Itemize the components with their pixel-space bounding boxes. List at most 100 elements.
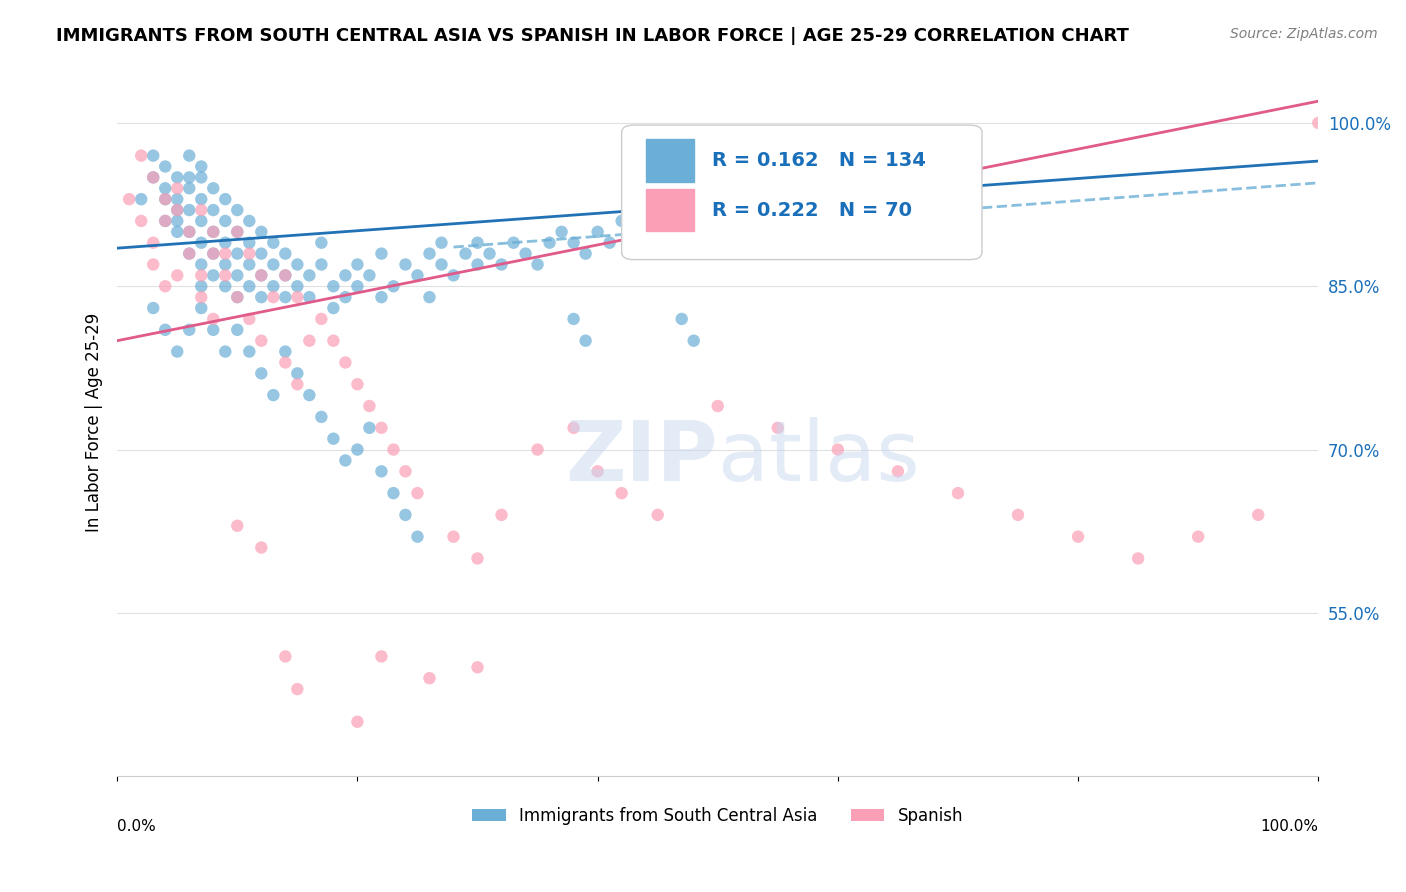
Immigrants from South Central Asia [250, 225, 273, 239]
Immigrants from South Central Asia [238, 344, 260, 359]
Spanish [526, 442, 548, 457]
Immigrants from South Central Asia [250, 290, 273, 304]
Spanish [443, 530, 465, 544]
Spanish [262, 290, 284, 304]
Immigrants from South Central Asia [382, 486, 405, 500]
Spanish [346, 714, 368, 729]
Spanish [274, 268, 297, 283]
Spanish [274, 355, 297, 369]
Immigrants from South Central Asia [526, 258, 548, 272]
Immigrants from South Central Asia [202, 268, 225, 283]
Immigrants from South Central Asia [706, 192, 728, 206]
Immigrants from South Central Asia [298, 388, 321, 402]
Spanish [586, 464, 609, 478]
Immigrants from South Central Asia [190, 258, 212, 272]
Immigrants from South Central Asia [298, 290, 321, 304]
Immigrants from South Central Asia [155, 181, 177, 195]
Spanish [467, 551, 489, 566]
Immigrants from South Central Asia [179, 181, 201, 195]
Immigrants from South Central Asia [166, 170, 188, 185]
Immigrants from South Central Asia [682, 202, 704, 217]
Spanish [335, 355, 357, 369]
Immigrants from South Central Asia [623, 225, 645, 239]
Immigrants from South Central Asia [190, 214, 212, 228]
Immigrants from South Central Asia [406, 268, 429, 283]
Text: Source: ZipAtlas.com: Source: ZipAtlas.com [1230, 27, 1378, 41]
Immigrants from South Central Asia [214, 344, 236, 359]
Immigrants from South Central Asia [359, 421, 381, 435]
Spanish [1308, 116, 1330, 130]
Spanish [190, 268, 212, 283]
Immigrants from South Central Asia [647, 214, 669, 228]
Immigrants from South Central Asia [202, 323, 225, 337]
Immigrants from South Central Asia [311, 235, 333, 250]
Immigrants from South Central Asia [322, 279, 344, 293]
Immigrants from South Central Asia [406, 530, 429, 544]
Immigrants from South Central Asia [179, 246, 201, 260]
Spanish [190, 290, 212, 304]
Immigrants from South Central Asia [430, 235, 453, 250]
Spanish [142, 170, 165, 185]
Immigrants from South Central Asia [166, 192, 188, 206]
Immigrants from South Central Asia [190, 301, 212, 315]
Spanish [311, 312, 333, 326]
Spanish [1247, 508, 1270, 522]
Immigrants from South Central Asia [394, 258, 416, 272]
Immigrants from South Central Asia [202, 246, 225, 260]
Immigrants from South Central Asia [226, 246, 249, 260]
Spanish [1067, 530, 1090, 544]
Spanish [562, 421, 585, 435]
Spanish [155, 279, 177, 293]
Immigrants from South Central Asia [502, 235, 524, 250]
Immigrants from South Central Asia [190, 160, 212, 174]
Spanish [142, 258, 165, 272]
Text: R = 0.222   N = 70: R = 0.222 N = 70 [711, 201, 911, 219]
Spanish [370, 649, 392, 664]
Spanish [226, 225, 249, 239]
Spanish [359, 399, 381, 413]
Immigrants from South Central Asia [214, 214, 236, 228]
Immigrants from South Central Asia [671, 214, 693, 228]
Spanish [250, 268, 273, 283]
Immigrants from South Central Asia [346, 258, 368, 272]
Immigrants from South Central Asia [443, 268, 465, 283]
Immigrants from South Central Asia [166, 202, 188, 217]
Spanish [406, 486, 429, 500]
Immigrants from South Central Asia [142, 148, 165, 162]
Immigrants from South Central Asia [575, 334, 598, 348]
Text: 0.0%: 0.0% [117, 819, 156, 834]
Immigrants from South Central Asia [671, 312, 693, 326]
Spanish [322, 334, 344, 348]
Immigrants from South Central Asia [298, 268, 321, 283]
Immigrants from South Central Asia [179, 148, 201, 162]
Immigrants from South Central Asia [478, 246, 501, 260]
Y-axis label: In Labor Force | Age 25-29: In Labor Force | Age 25-29 [86, 313, 103, 532]
Immigrants from South Central Asia [610, 214, 633, 228]
Immigrants from South Central Asia [731, 181, 754, 195]
Immigrants from South Central Asia [322, 301, 344, 315]
Spanish [394, 464, 416, 478]
Spanish [706, 399, 728, 413]
Spanish [827, 442, 849, 457]
Immigrants from South Central Asia [285, 258, 308, 272]
Spanish [155, 214, 177, 228]
Spanish [155, 192, 177, 206]
Immigrants from South Central Asia [430, 258, 453, 272]
Immigrants from South Central Asia [515, 246, 537, 260]
Immigrants from South Central Asia [250, 246, 273, 260]
Immigrants from South Central Asia [335, 453, 357, 467]
Immigrants from South Central Asia [190, 192, 212, 206]
Spanish [238, 246, 260, 260]
Immigrants from South Central Asia [491, 258, 513, 272]
Immigrants from South Central Asia [718, 202, 741, 217]
Spanish [285, 290, 308, 304]
Immigrants from South Central Asia [274, 344, 297, 359]
Immigrants from South Central Asia [166, 214, 188, 228]
Immigrants from South Central Asia [586, 225, 609, 239]
Immigrants from South Central Asia [274, 290, 297, 304]
Immigrants from South Central Asia [142, 170, 165, 185]
Immigrants from South Central Asia [226, 323, 249, 337]
Immigrants from South Central Asia [285, 279, 308, 293]
Spanish [274, 649, 297, 664]
Immigrants from South Central Asia [562, 312, 585, 326]
